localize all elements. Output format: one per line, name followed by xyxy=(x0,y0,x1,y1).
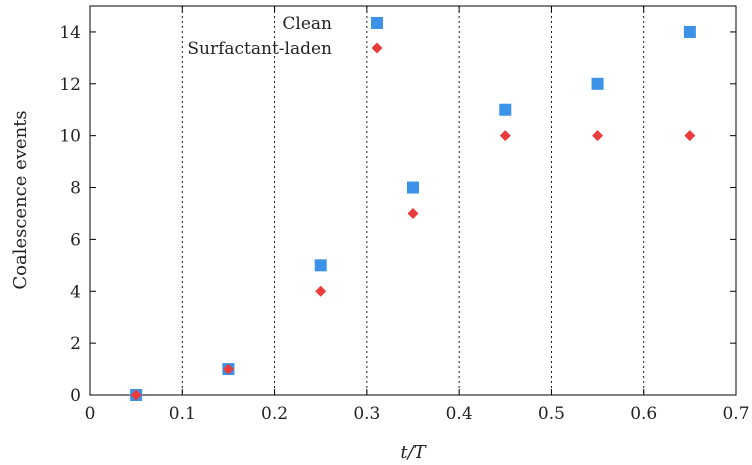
axis-ticks xyxy=(90,6,736,395)
legend: Clean Surfactant-laden xyxy=(187,14,383,59)
surfactant-laden-data-point xyxy=(315,286,326,297)
x-tick-label: 0.5 xyxy=(538,404,565,424)
data-points xyxy=(130,26,696,401)
legend-label-surfactant-laden: Surfactant-laden xyxy=(187,39,332,59)
y-tick-label: 14 xyxy=(59,23,81,43)
x-axis-title: t/T xyxy=(400,442,427,463)
surfactant-laden-data-point xyxy=(592,130,603,141)
x-tick-label: 0.7 xyxy=(722,404,749,424)
clean-data-point xyxy=(499,104,511,116)
x-tick-labels: 0 0.1 0.2 0.3 0.4 0.5 0.6 0.7 xyxy=(85,404,750,424)
y-tick-label: 8 xyxy=(70,179,81,199)
clean-data-point xyxy=(407,182,419,194)
x-tick-label: 0.1 xyxy=(169,404,196,424)
legend-swatch-surfactant-laden xyxy=(372,43,383,54)
x-tick-label: 0.4 xyxy=(446,404,473,424)
y-tick-label: 10 xyxy=(59,127,81,147)
surfactant-laden-data-point xyxy=(684,130,695,141)
surfactant-laden-data-point xyxy=(500,130,511,141)
y-tick-label: 4 xyxy=(70,282,81,302)
x-tick-label: 0.3 xyxy=(353,404,380,424)
x-tick-label: 0 xyxy=(85,404,96,424)
legend-swatches xyxy=(371,17,383,54)
clean-data-point xyxy=(684,26,696,38)
y-tick-label: 2 xyxy=(70,334,81,354)
x-tick-label: 0.2 xyxy=(261,404,288,424)
y-axis-title: Coalescence events xyxy=(10,110,31,289)
y-tick-label: 0 xyxy=(70,386,81,406)
clean-data-point xyxy=(592,78,604,90)
y-tick-labels: 0 2 4 6 8 10 12 14 xyxy=(59,23,81,406)
x-tick-label: 0.6 xyxy=(630,404,657,424)
grid-lines xyxy=(182,6,643,395)
y-tick-label: 12 xyxy=(59,75,81,95)
surfactant-laden-data-point xyxy=(408,208,419,219)
clean-data-point xyxy=(315,259,327,271)
legend-label-clean: Clean xyxy=(282,14,332,34)
y-tick-label: 6 xyxy=(70,230,81,250)
legend-swatch-clean xyxy=(371,17,383,29)
plot-frame xyxy=(90,6,736,395)
